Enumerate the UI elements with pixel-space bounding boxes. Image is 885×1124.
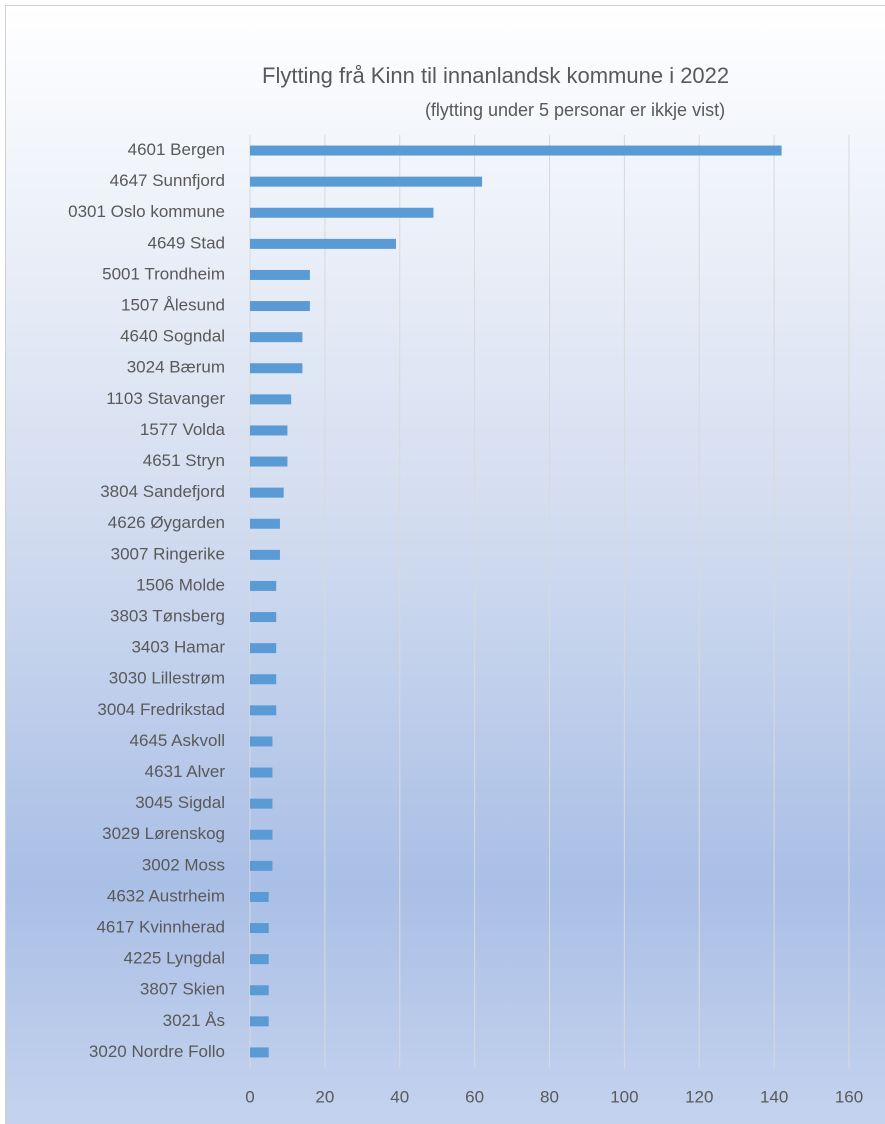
y-tick-label: 3403 Hamar xyxy=(131,638,225,657)
bar xyxy=(250,923,269,934)
y-tick-label: 1506 Molde xyxy=(136,575,225,594)
bar xyxy=(250,332,303,343)
y-tick-label: 3002 Moss xyxy=(142,855,225,874)
chart-background xyxy=(5,5,885,1124)
bar xyxy=(250,1016,269,1027)
y-tick-label: 3045 Sigdal xyxy=(135,793,225,812)
y-tick-label: 4601 Bergen xyxy=(128,140,225,159)
y-tick-label: 3020 Nordre Follo xyxy=(89,1042,225,1061)
bar xyxy=(250,860,273,871)
bar xyxy=(250,518,280,529)
x-tick-label: 80 xyxy=(540,1087,559,1106)
y-tick-label: 3807 Skien xyxy=(140,980,225,999)
bar xyxy=(250,612,277,623)
bar xyxy=(250,363,303,374)
y-tick-label: 5001 Trondheim xyxy=(102,264,225,283)
chart-subtitle: (flytting under 5 personar er ikkje vist… xyxy=(425,100,725,120)
bar xyxy=(250,425,288,436)
bar xyxy=(250,891,269,902)
bar xyxy=(250,985,269,996)
chart-title: Flytting frå Kinn til innanlandsk kommun… xyxy=(262,63,729,88)
y-tick-label: 4225 Lyngdal xyxy=(124,949,225,968)
bar xyxy=(250,145,782,156)
x-tick-label: 100 xyxy=(610,1087,638,1106)
bar xyxy=(250,674,277,685)
x-tick-label: 20 xyxy=(315,1087,334,1106)
bar xyxy=(250,207,434,218)
y-tick-label: 3007 Ringerike xyxy=(111,544,225,563)
bar xyxy=(250,798,273,809)
y-tick-label: 3030 Lillestrøm xyxy=(109,669,225,688)
bar xyxy=(250,736,273,747)
y-tick-label: 0301 Oslo kommune xyxy=(68,202,225,221)
y-tick-label: 4640 Sogndal xyxy=(120,327,225,346)
x-tick-label: 140 xyxy=(760,1087,788,1106)
bar xyxy=(250,301,310,312)
bar xyxy=(250,238,397,249)
y-tick-label: 3024 Bærum xyxy=(127,358,225,377)
bar xyxy=(250,176,483,187)
y-tick-label: 4617 Kvinnherad xyxy=(96,918,225,937)
bar xyxy=(250,456,288,467)
y-tick-label: 3021 Ås xyxy=(163,1011,225,1030)
bar xyxy=(250,580,277,591)
y-tick-label: 1577 Volda xyxy=(140,420,226,439)
bar xyxy=(250,487,284,498)
y-tick-label: 1103 Stavanger xyxy=(106,389,225,408)
y-tick-label: 1507 Ålesund xyxy=(121,296,225,315)
y-tick-label: 4645 Askvoll xyxy=(130,731,225,750)
bar xyxy=(250,829,273,840)
x-tick-label: 0 xyxy=(245,1087,254,1106)
bar xyxy=(250,643,277,654)
bar xyxy=(250,269,310,280)
bar xyxy=(250,1047,269,1058)
x-tick-label: 120 xyxy=(685,1087,713,1106)
x-tick-label: 60 xyxy=(465,1087,484,1106)
y-tick-label: 4651 Stryn xyxy=(143,451,225,470)
y-tick-label: 4632 Austrheim xyxy=(107,886,225,905)
y-tick-label: 4631 Alver xyxy=(145,762,226,781)
y-tick-label: 4626 Øygarden xyxy=(108,513,225,532)
bar xyxy=(250,394,292,405)
y-tick-label: 4649 Stad xyxy=(147,233,225,252)
bar xyxy=(250,549,280,560)
y-tick-label: 4647 Sunnfjord xyxy=(110,171,225,190)
y-tick-label: 3804 Sandefjord xyxy=(100,482,225,501)
bar xyxy=(250,767,273,778)
x-tick-label: 160 xyxy=(835,1087,863,1106)
y-tick-label: 3004 Fredrikstad xyxy=(97,700,225,719)
y-tick-label: 3029 Lørenskog xyxy=(102,824,225,843)
bar xyxy=(250,954,269,965)
x-tick-label: 40 xyxy=(390,1087,409,1106)
bar xyxy=(250,705,277,716)
y-tick-label: 3803 Tønsberg xyxy=(110,607,225,626)
